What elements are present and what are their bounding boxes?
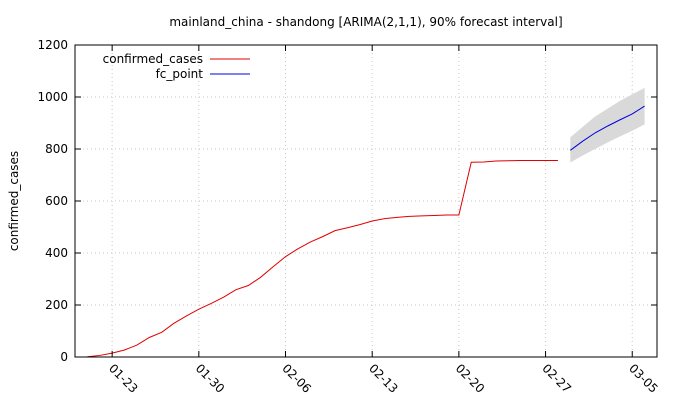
x-tick-label: 02-06 [279, 361, 314, 396]
y-tick-label: 1000 [37, 90, 68, 104]
legend-label: fc_point [156, 67, 204, 81]
series-line-fc-point [570, 105, 645, 151]
y-tick-label: 800 [45, 142, 68, 156]
x-tick-label: 01-30 [193, 361, 228, 396]
y-axis-label: confirmed_cases [7, 151, 21, 251]
y-tick-label: 0 [60, 350, 68, 364]
y-tick-label: 600 [45, 194, 68, 208]
chart-title: mainland_china - shandong [ARIMA(2,1,1),… [169, 15, 562, 29]
forecast-interval-band [570, 87, 645, 163]
x-tick-label: 01-23 [106, 361, 141, 396]
series-lines [87, 105, 645, 358]
forecast-interval-area [570, 87, 645, 163]
y-tick-label: 400 [45, 246, 68, 260]
series-line-confirmed-cases [87, 159, 558, 358]
x-tick-label: 02-13 [366, 361, 401, 396]
legend-label: confirmed_cases [103, 52, 203, 66]
y-tick-label: 1200 [37, 38, 68, 52]
x-tick-label: 03-05 [626, 361, 661, 396]
axes: 0 200 400 600 800 1000 1200 01-23 01-30 02-06 02-1… [37, 38, 660, 396]
y-tick-label: 200 [45, 298, 68, 312]
x-tick-label: 02-20 [453, 361, 488, 396]
x-tick-label: 02-27 [539, 361, 574, 396]
plot-frame [74, 44, 658, 358]
grid [75, 45, 657, 357]
